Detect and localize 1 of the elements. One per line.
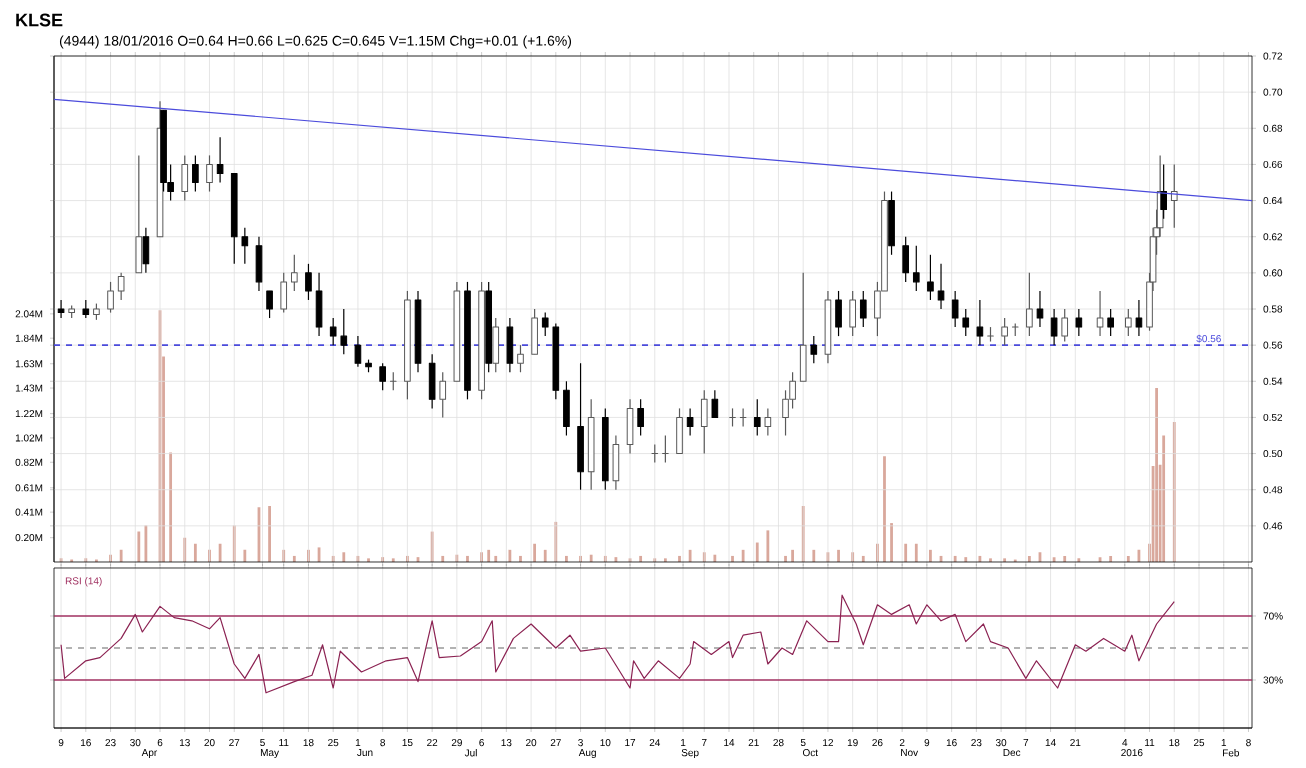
chart-title: KLSE (16, 13, 63, 27)
